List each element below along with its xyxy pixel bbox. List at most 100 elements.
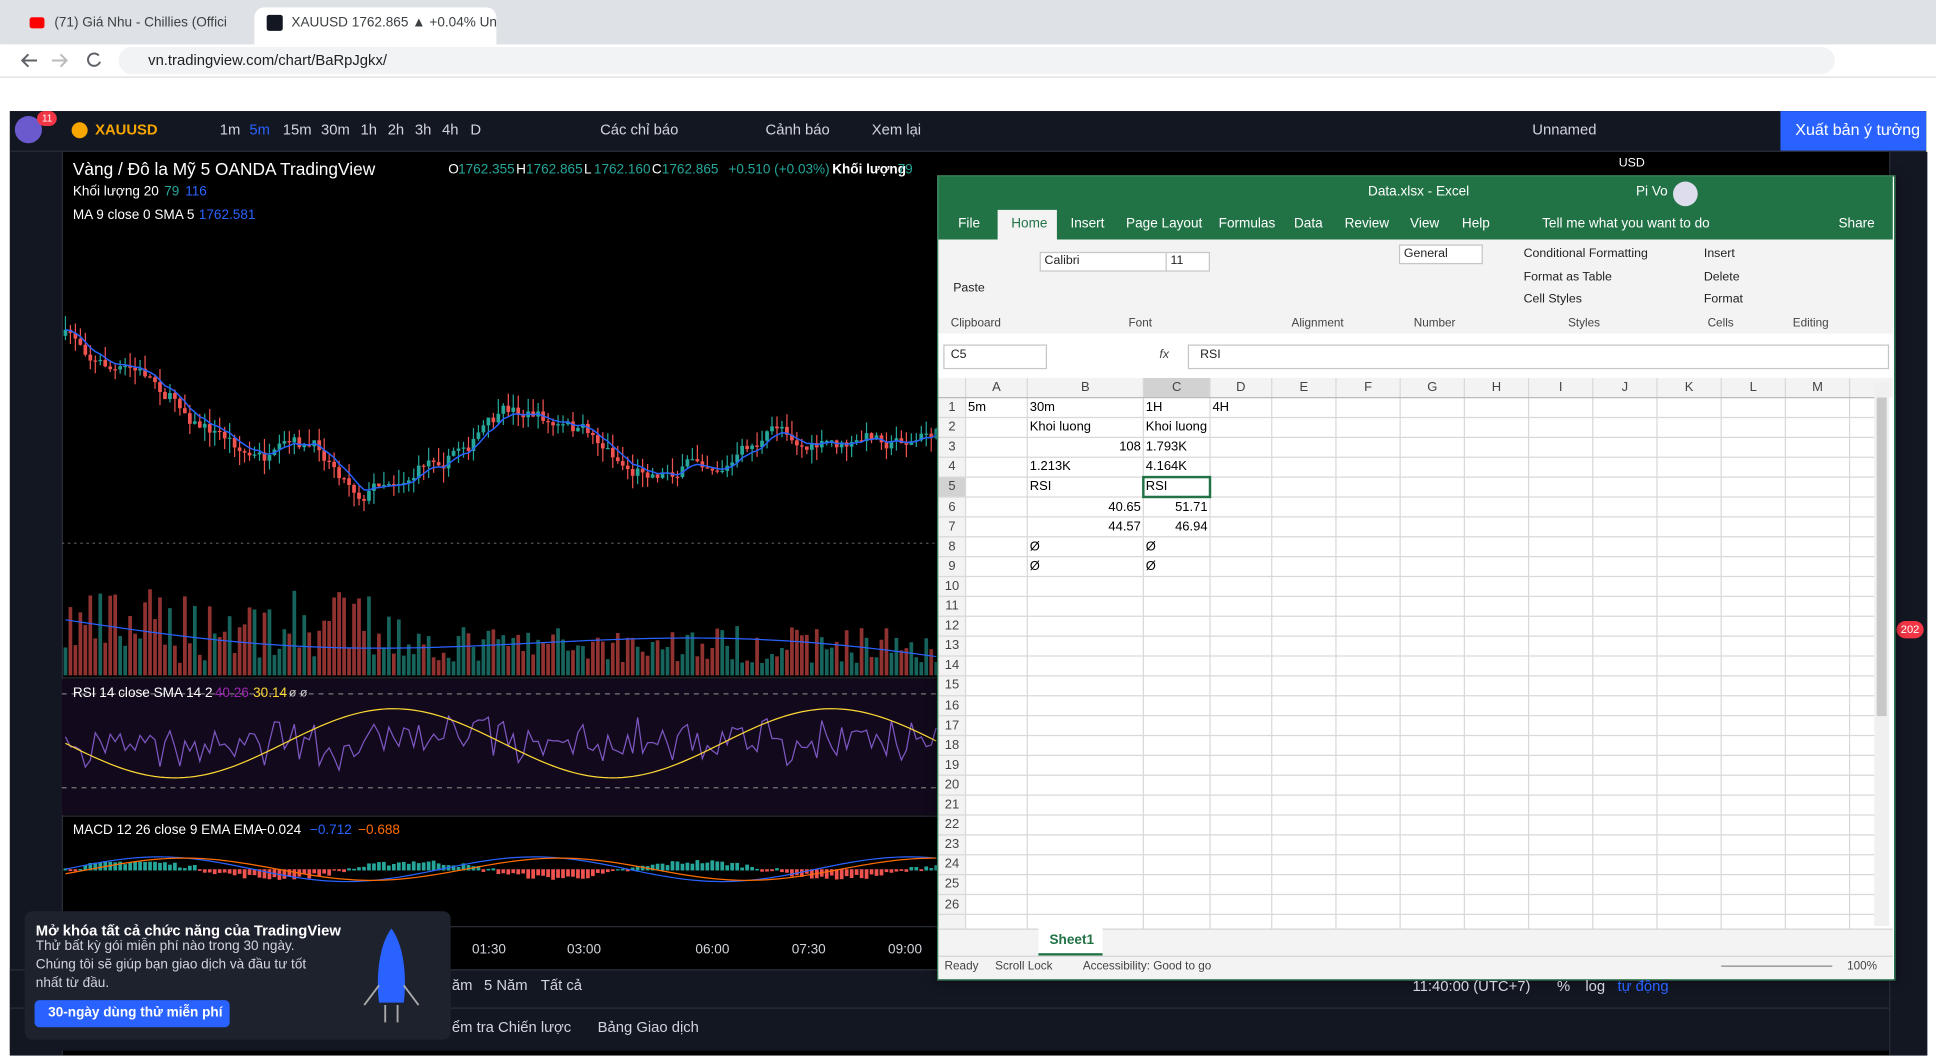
candle-body: [829, 440, 834, 442]
cell[interactable]: 1H: [1145, 399, 1163, 415]
cell[interactable]: Khoi luong: [1029, 419, 1092, 435]
styles-button[interactable]: Conditional Formatting: [1523, 246, 1648, 261]
zoom-slider[interactable]: [1721, 965, 1833, 967]
volume-bar: [531, 654, 536, 676]
interval[interactable]: 30m: [321, 120, 350, 139]
sheet-tab[interactable]: [1038, 928, 1103, 956]
cell[interactable]: Ø: [1029, 558, 1040, 574]
volume-bar: [63, 647, 68, 676]
interval[interactable]: 3h: [414, 120, 432, 139]
omnibox[interactable]: [118, 46, 1835, 75]
volume-bar: [486, 630, 491, 676]
cells-button[interactable]: Format: [1703, 292, 1743, 307]
ribbon-tab[interactable]: File: [958, 216, 981, 232]
ribbon-tab[interactable]: Help: [1461, 216, 1490, 232]
panel-tab[interactable]: Bảng Giao dịch: [597, 1018, 699, 1036]
cell[interactable]: 5m: [968, 399, 987, 415]
column-header: H: [1491, 379, 1502, 395]
scale-option[interactable]: %: [1556, 977, 1571, 995]
name-box[interactable]: [943, 344, 1048, 370]
cell[interactable]: 4H: [1212, 399, 1230, 415]
name-box-text[interactable]: C5: [950, 348, 967, 362]
formula-text[interactable]: RSI: [1200, 348, 1221, 362]
candle-body: [302, 444, 307, 448]
tab-title[interactable]: (71) Giá Nhu - Chillies (Offici: [54, 15, 227, 31]
cell[interactable]: 1.793K: [1145, 439, 1187, 455]
candle-body: [770, 426, 774, 432]
cell[interactable]: RSI: [1029, 479, 1052, 494]
paste[interactable]: Paste: [953, 281, 985, 296]
scroll-thumb[interactable]: [1876, 397, 1887, 717]
currency[interactable]: USD: [1618, 156, 1645, 171]
interval[interactable]: 4h: [442, 120, 459, 139]
font-name[interactable]: Calibri: [1039, 251, 1169, 272]
ribbon-tab[interactable]: View: [1410, 216, 1440, 232]
range-button[interactable]: ăm: [451, 976, 473, 994]
cell[interactable]: Khoi luong: [1145, 419, 1208, 435]
layout-name[interactable]: Unnamed: [1532, 120, 1597, 139]
tab-title[interactable]: XAUUSD 1762.865 ▲ +0.04% Un: [291, 15, 497, 31]
cell[interactable]: 30m: [1029, 399, 1055, 415]
range-button[interactable]: 5 Năm: [484, 976, 528, 994]
publish-label[interactable]: Xuất bản ý tưởng: [1795, 120, 1921, 139]
nav-buttons[interactable]: [0, 44, 123, 76]
scale-option[interactable]: tự động: [1617, 977, 1669, 995]
scale-option[interactable]: log: [1585, 977, 1606, 995]
cell[interactable]: 51.71: [1175, 499, 1208, 514]
symbol[interactable]: XAUUSD: [95, 120, 158, 139]
cell[interactable]: 44.57: [1108, 518, 1141, 534]
interval[interactable]: 15m: [282, 120, 312, 139]
candle-body: [63, 329, 68, 336]
cell[interactable]: RSI: [1145, 479, 1168, 494]
cell[interactable]: Ø: [1145, 538, 1156, 554]
range-button[interactable]: Tất cả: [540, 976, 582, 994]
ribbon-tab[interactable]: Formulas: [1218, 216, 1276, 232]
candle-body: [859, 440, 864, 442]
cell[interactable]: 108: [1119, 439, 1141, 455]
macd-hist: [247, 869, 252, 875]
promo-button-label[interactable]: 30-ngày dùng thử miễn phí: [48, 1005, 223, 1021]
cell[interactable]: 46.94: [1175, 518, 1208, 534]
ribbon-tab[interactable]: Page Layout: [1126, 216, 1203, 232]
font-size[interactable]: 11: [1165, 251, 1211, 272]
candle-body: [645, 472, 650, 478]
number-format[interactable]: General: [1398, 244, 1483, 265]
candle-body: [615, 457, 620, 462]
active-tab[interactable]: [254, 7, 497, 45]
ribbon-tab[interactable]: Home: [1011, 216, 1048, 232]
styles-button[interactable]: Cell Styles: [1523, 292, 1582, 307]
interval[interactable]: 2h: [387, 120, 405, 139]
cell[interactable]: 1.213K: [1029, 459, 1071, 475]
tab[interactable]: [9, 7, 252, 45]
tell-me[interactable]: Tell me what you want to do: [1542, 216, 1710, 232]
candle-body: [83, 344, 88, 355]
cells-button[interactable]: Insert: [1703, 246, 1735, 261]
ribbon-tab[interactable]: Data: [1293, 216, 1323, 232]
cell[interactable]: 4.164K: [1145, 459, 1187, 475]
url[interactable]: vn.tradingview.com/chart/BaRpJgkx/: [148, 51, 387, 69]
ribbon-tab[interactable]: Review: [1344, 216, 1390, 232]
interval[interactable]: 5m: [249, 120, 270, 139]
publish-button[interactable]: [1780, 111, 1927, 151]
interval[interactable]: 1m: [219, 120, 241, 139]
trial-button[interactable]: [34, 1000, 230, 1028]
interval[interactable]: D: [470, 120, 482, 139]
macd-hist: [630, 867, 635, 871]
share[interactable]: Share: [1838, 216, 1875, 232]
cells-button[interactable]: Delete: [1703, 270, 1740, 284]
cell[interactable]: 40.65: [1108, 499, 1141, 514]
toolbar-button[interactable]: Xem lại: [871, 120, 922, 139]
volume-bar: [123, 645, 128, 676]
candle-body: [705, 467, 710, 469]
interval[interactable]: 1h: [360, 120, 378, 139]
cell[interactable]: Ø: [1145, 558, 1156, 574]
active-ribbon-tab[interactable]: [997, 209, 1057, 240]
cell[interactable]: Ø: [1029, 538, 1040, 554]
sheet-name[interactable]: Sheet1: [1049, 932, 1095, 948]
ribbon-tab[interactable]: Insert: [1070, 216, 1105, 232]
panel-tab[interactable]: ểm tra Chiến lược: [451, 1018, 572, 1036]
styles-button[interactable]: Format as Table: [1523, 270, 1612, 284]
toolbar-button[interactable]: Cảnh báo: [765, 120, 830, 139]
formula-bar[interactable]: [1187, 344, 1890, 370]
toolbar-button[interactable]: Các chỉ báo: [600, 120, 679, 139]
